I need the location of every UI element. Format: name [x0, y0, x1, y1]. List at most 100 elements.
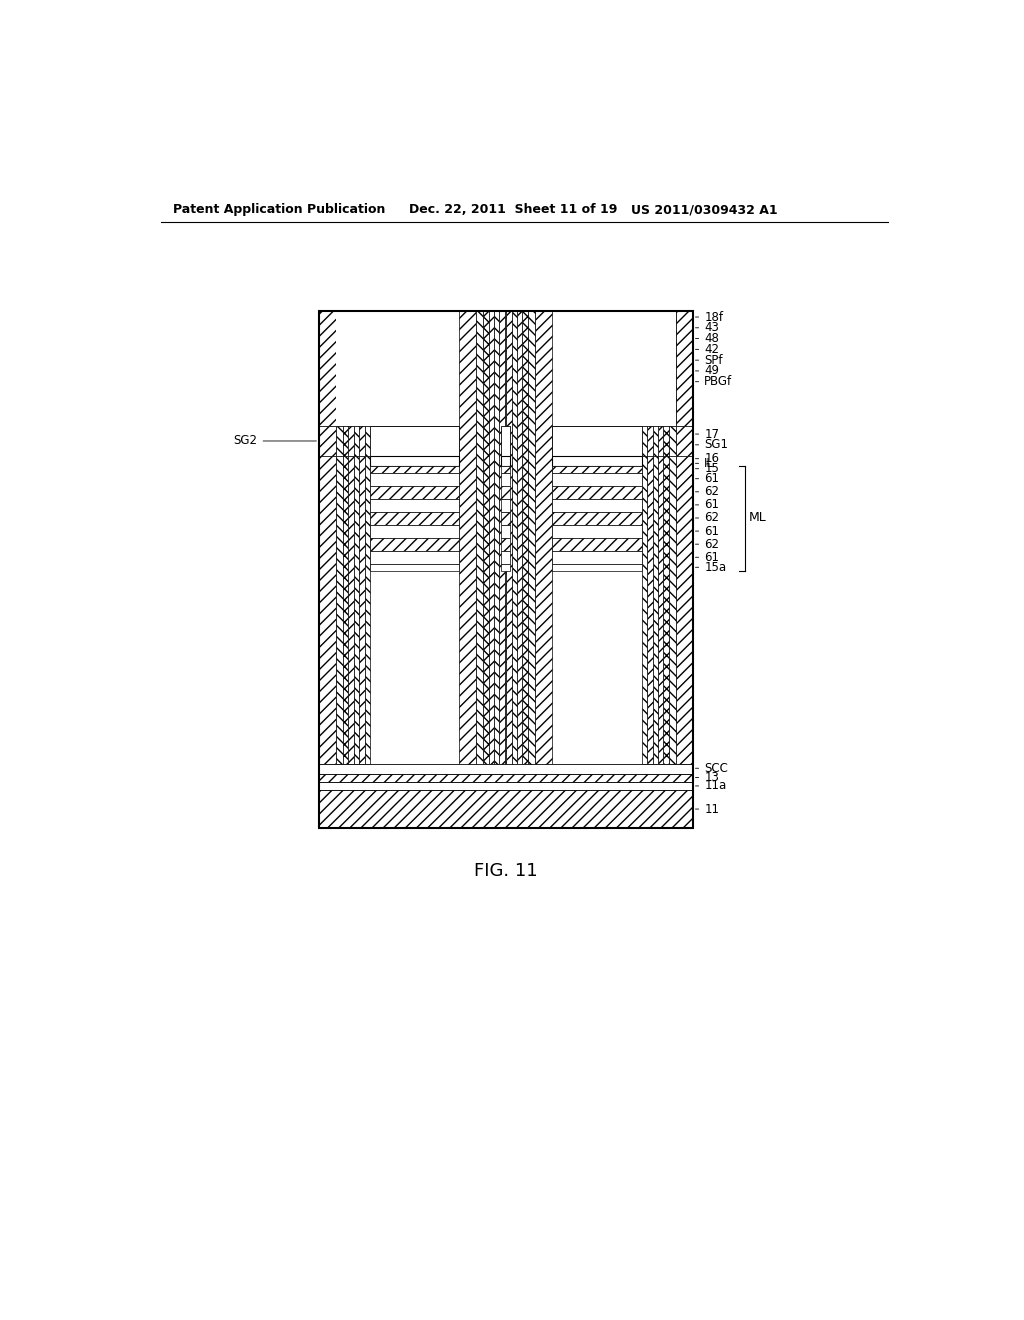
Text: FIG. 11: FIG. 11 — [474, 862, 538, 879]
Text: PBGf: PBGf — [695, 375, 732, 388]
Bar — [359, 312, 652, 426]
Bar — [669, 426, 676, 455]
Bar — [319, 426, 336, 763]
Bar — [370, 312, 642, 426]
Bar — [343, 312, 669, 426]
Bar — [370, 539, 460, 552]
Bar — [500, 312, 505, 763]
Bar — [522, 312, 528, 763]
Bar — [365, 426, 370, 763]
Bar — [652, 426, 658, 455]
Bar — [319, 781, 692, 789]
Bar — [669, 426, 676, 763]
Text: Dec. 22, 2011  Sheet 11 of 19: Dec. 22, 2011 Sheet 11 of 19 — [410, 203, 617, 216]
Bar — [501, 426, 510, 455]
Bar — [370, 486, 460, 499]
Text: SPf: SPf — [695, 354, 723, 367]
Text: 15: 15 — [695, 462, 719, 475]
Text: 17: 17 — [695, 428, 719, 441]
Bar — [552, 473, 642, 486]
Bar — [501, 499, 510, 512]
Text: 43: 43 — [695, 321, 719, 334]
Bar — [647, 426, 652, 763]
Text: 61: 61 — [695, 473, 719, 486]
Text: 16: 16 — [695, 453, 719, 465]
Bar — [552, 552, 642, 564]
Text: 11: 11 — [695, 803, 719, 816]
Bar — [460, 312, 476, 763]
Bar — [501, 486, 510, 499]
Text: 61: 61 — [695, 524, 719, 537]
Bar — [354, 312, 658, 426]
Text: 15a: 15a — [695, 561, 726, 574]
Text: 62: 62 — [695, 486, 719, 499]
Text: SG1: SG1 — [695, 438, 728, 451]
Bar — [370, 499, 460, 512]
Bar — [370, 525, 460, 539]
Bar — [676, 426, 692, 763]
Bar — [319, 312, 692, 829]
Bar — [505, 312, 506, 763]
Bar — [336, 312, 676, 426]
Text: 62: 62 — [695, 511, 719, 524]
Bar — [348, 312, 664, 426]
Bar — [348, 312, 664, 426]
Bar — [535, 312, 552, 763]
Bar — [319, 312, 692, 426]
Bar — [319, 312, 692, 763]
Bar — [319, 426, 370, 455]
Bar — [652, 426, 658, 763]
Bar — [494, 312, 500, 763]
Bar — [343, 426, 348, 455]
Text: 42: 42 — [695, 343, 719, 356]
Bar — [370, 426, 460, 455]
Bar — [365, 426, 370, 455]
Bar — [512, 312, 517, 763]
Bar — [658, 426, 664, 763]
Bar — [658, 426, 664, 455]
Bar — [552, 455, 642, 466]
Bar — [552, 312, 642, 426]
Bar — [552, 525, 642, 539]
Bar — [501, 564, 510, 572]
Text: 61: 61 — [695, 499, 719, 511]
Text: SG2: SG2 — [233, 434, 316, 447]
Bar — [501, 455, 510, 466]
Bar — [476, 312, 483, 763]
Bar — [642, 426, 647, 763]
Bar — [336, 312, 676, 426]
Text: US 2011/0309432 A1: US 2011/0309432 A1 — [631, 203, 777, 216]
Text: ML: ML — [749, 511, 767, 524]
Bar — [319, 774, 692, 781]
Bar — [370, 564, 460, 572]
Text: 61: 61 — [695, 550, 719, 564]
Bar — [501, 525, 510, 539]
Text: SCC: SCC — [695, 762, 728, 775]
Text: 11a: 11a — [695, 779, 726, 792]
Bar — [359, 426, 365, 763]
Bar — [343, 312, 669, 426]
Bar — [501, 512, 510, 525]
Text: IL: IL — [695, 457, 714, 470]
Text: 13: 13 — [695, 771, 719, 784]
Bar — [370, 552, 460, 564]
Bar — [348, 426, 354, 455]
Bar — [359, 426, 365, 455]
Bar — [365, 312, 647, 426]
Bar — [365, 312, 647, 426]
Text: 49: 49 — [695, 364, 719, 378]
Bar — [370, 512, 460, 525]
Bar — [354, 426, 359, 763]
Bar — [528, 312, 535, 763]
Bar — [501, 539, 510, 552]
Text: 18f: 18f — [695, 310, 723, 323]
Bar — [370, 466, 460, 473]
Bar — [483, 312, 488, 763]
Bar — [552, 539, 642, 552]
Bar — [359, 312, 652, 426]
Bar — [642, 426, 647, 455]
Bar — [354, 312, 658, 426]
Bar — [488, 312, 494, 763]
Bar — [370, 473, 460, 486]
Bar — [501, 552, 510, 564]
